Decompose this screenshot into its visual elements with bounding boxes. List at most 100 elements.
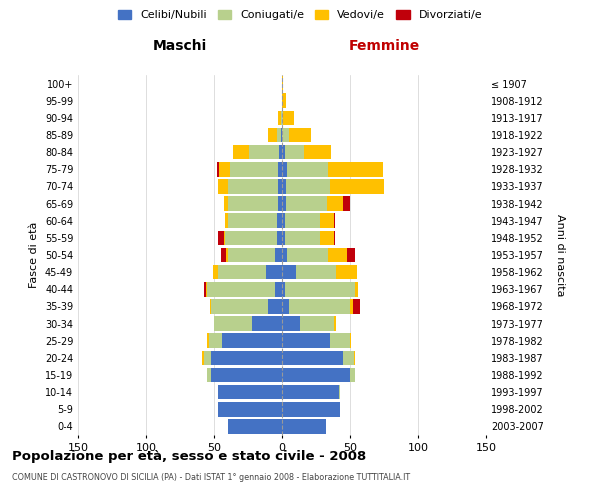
Bar [266,265,282,280]
Bar [282,385,339,400]
Bar [320,230,334,245]
Bar [282,350,343,365]
Y-axis label: Anni di nascita: Anni di nascita [554,214,565,296]
Bar [282,145,285,160]
Bar [282,316,299,331]
Bar [282,334,329,348]
Bar [277,230,282,245]
Bar [334,214,335,228]
Bar [205,350,211,365]
Bar [279,145,282,160]
Bar [221,248,226,262]
Bar [225,230,277,245]
Bar [289,299,350,314]
Bar [327,196,343,211]
Bar [209,334,222,348]
Bar [227,214,277,228]
Bar [347,248,355,262]
Bar [285,230,320,245]
Bar [287,248,328,262]
Bar [287,162,328,176]
Bar [250,145,279,160]
Bar [304,145,331,160]
Bar [282,368,350,382]
Bar [281,110,282,125]
Bar [299,316,334,331]
Bar [282,402,340,416]
Bar [218,230,224,245]
Bar [343,350,354,365]
Bar [282,94,286,108]
Text: Popolazione per età, sesso e stato civile - 2008: Popolazione per età, sesso e stato civil… [12,450,366,463]
Bar [355,282,358,296]
Bar [207,368,211,382]
Bar [350,334,352,348]
Bar [329,334,350,348]
Bar [278,179,282,194]
Bar [289,128,311,142]
Legend: Celibi/Nubili, Coniugati/e, Vedovi/e, Divorziati/e: Celibi/Nubili, Coniugati/e, Vedovi/e, Di… [113,6,487,25]
Text: Maschi: Maschi [153,38,207,52]
Bar [334,230,335,245]
Bar [211,368,282,382]
Bar [218,265,266,280]
Bar [282,265,296,280]
Bar [202,350,205,365]
Bar [320,214,334,228]
Bar [282,214,285,228]
Bar [286,196,327,211]
Bar [282,230,285,245]
Bar [207,282,275,296]
Bar [211,299,268,314]
Text: Femmine: Femmine [349,38,419,52]
Bar [275,282,282,296]
Bar [227,179,278,194]
Bar [220,162,230,176]
Bar [252,316,282,331]
Bar [277,128,281,142]
Bar [218,402,282,416]
Bar [278,162,282,176]
Bar [283,110,294,125]
Bar [205,282,206,296]
Bar [210,299,211,314]
Bar [227,196,278,211]
Bar [285,214,320,228]
Bar [296,265,337,280]
Bar [207,334,209,348]
Bar [286,179,329,194]
Bar [224,230,225,245]
Bar [225,214,227,228]
Bar [282,282,285,296]
Bar [218,385,282,400]
Bar [226,248,227,262]
Bar [343,196,350,211]
Bar [275,248,282,262]
Bar [328,162,383,176]
Bar [353,299,359,314]
Bar [211,350,282,365]
Bar [339,385,340,400]
Bar [227,248,275,262]
Y-axis label: Fasce di età: Fasce di età [29,222,39,288]
Bar [268,128,277,142]
Text: COMUNE DI CASTRONOVO DI SICILIA (PA) - Dati ISTAT 1° gennaio 2008 - Elaborazione: COMUNE DI CASTRONOVO DI SICILIA (PA) - D… [12,472,410,482]
Bar [337,265,357,280]
Bar [268,299,282,314]
Bar [277,214,282,228]
Bar [285,145,304,160]
Bar [282,128,289,142]
Bar [222,334,282,348]
Bar [278,196,282,211]
Bar [282,110,283,125]
Bar [282,76,283,91]
Bar [329,179,384,194]
Bar [282,419,326,434]
Bar [282,179,286,194]
Bar [282,248,287,262]
Bar [281,128,282,142]
Bar [328,248,347,262]
Bar [218,179,227,194]
Bar [282,162,287,176]
Bar [334,316,337,331]
